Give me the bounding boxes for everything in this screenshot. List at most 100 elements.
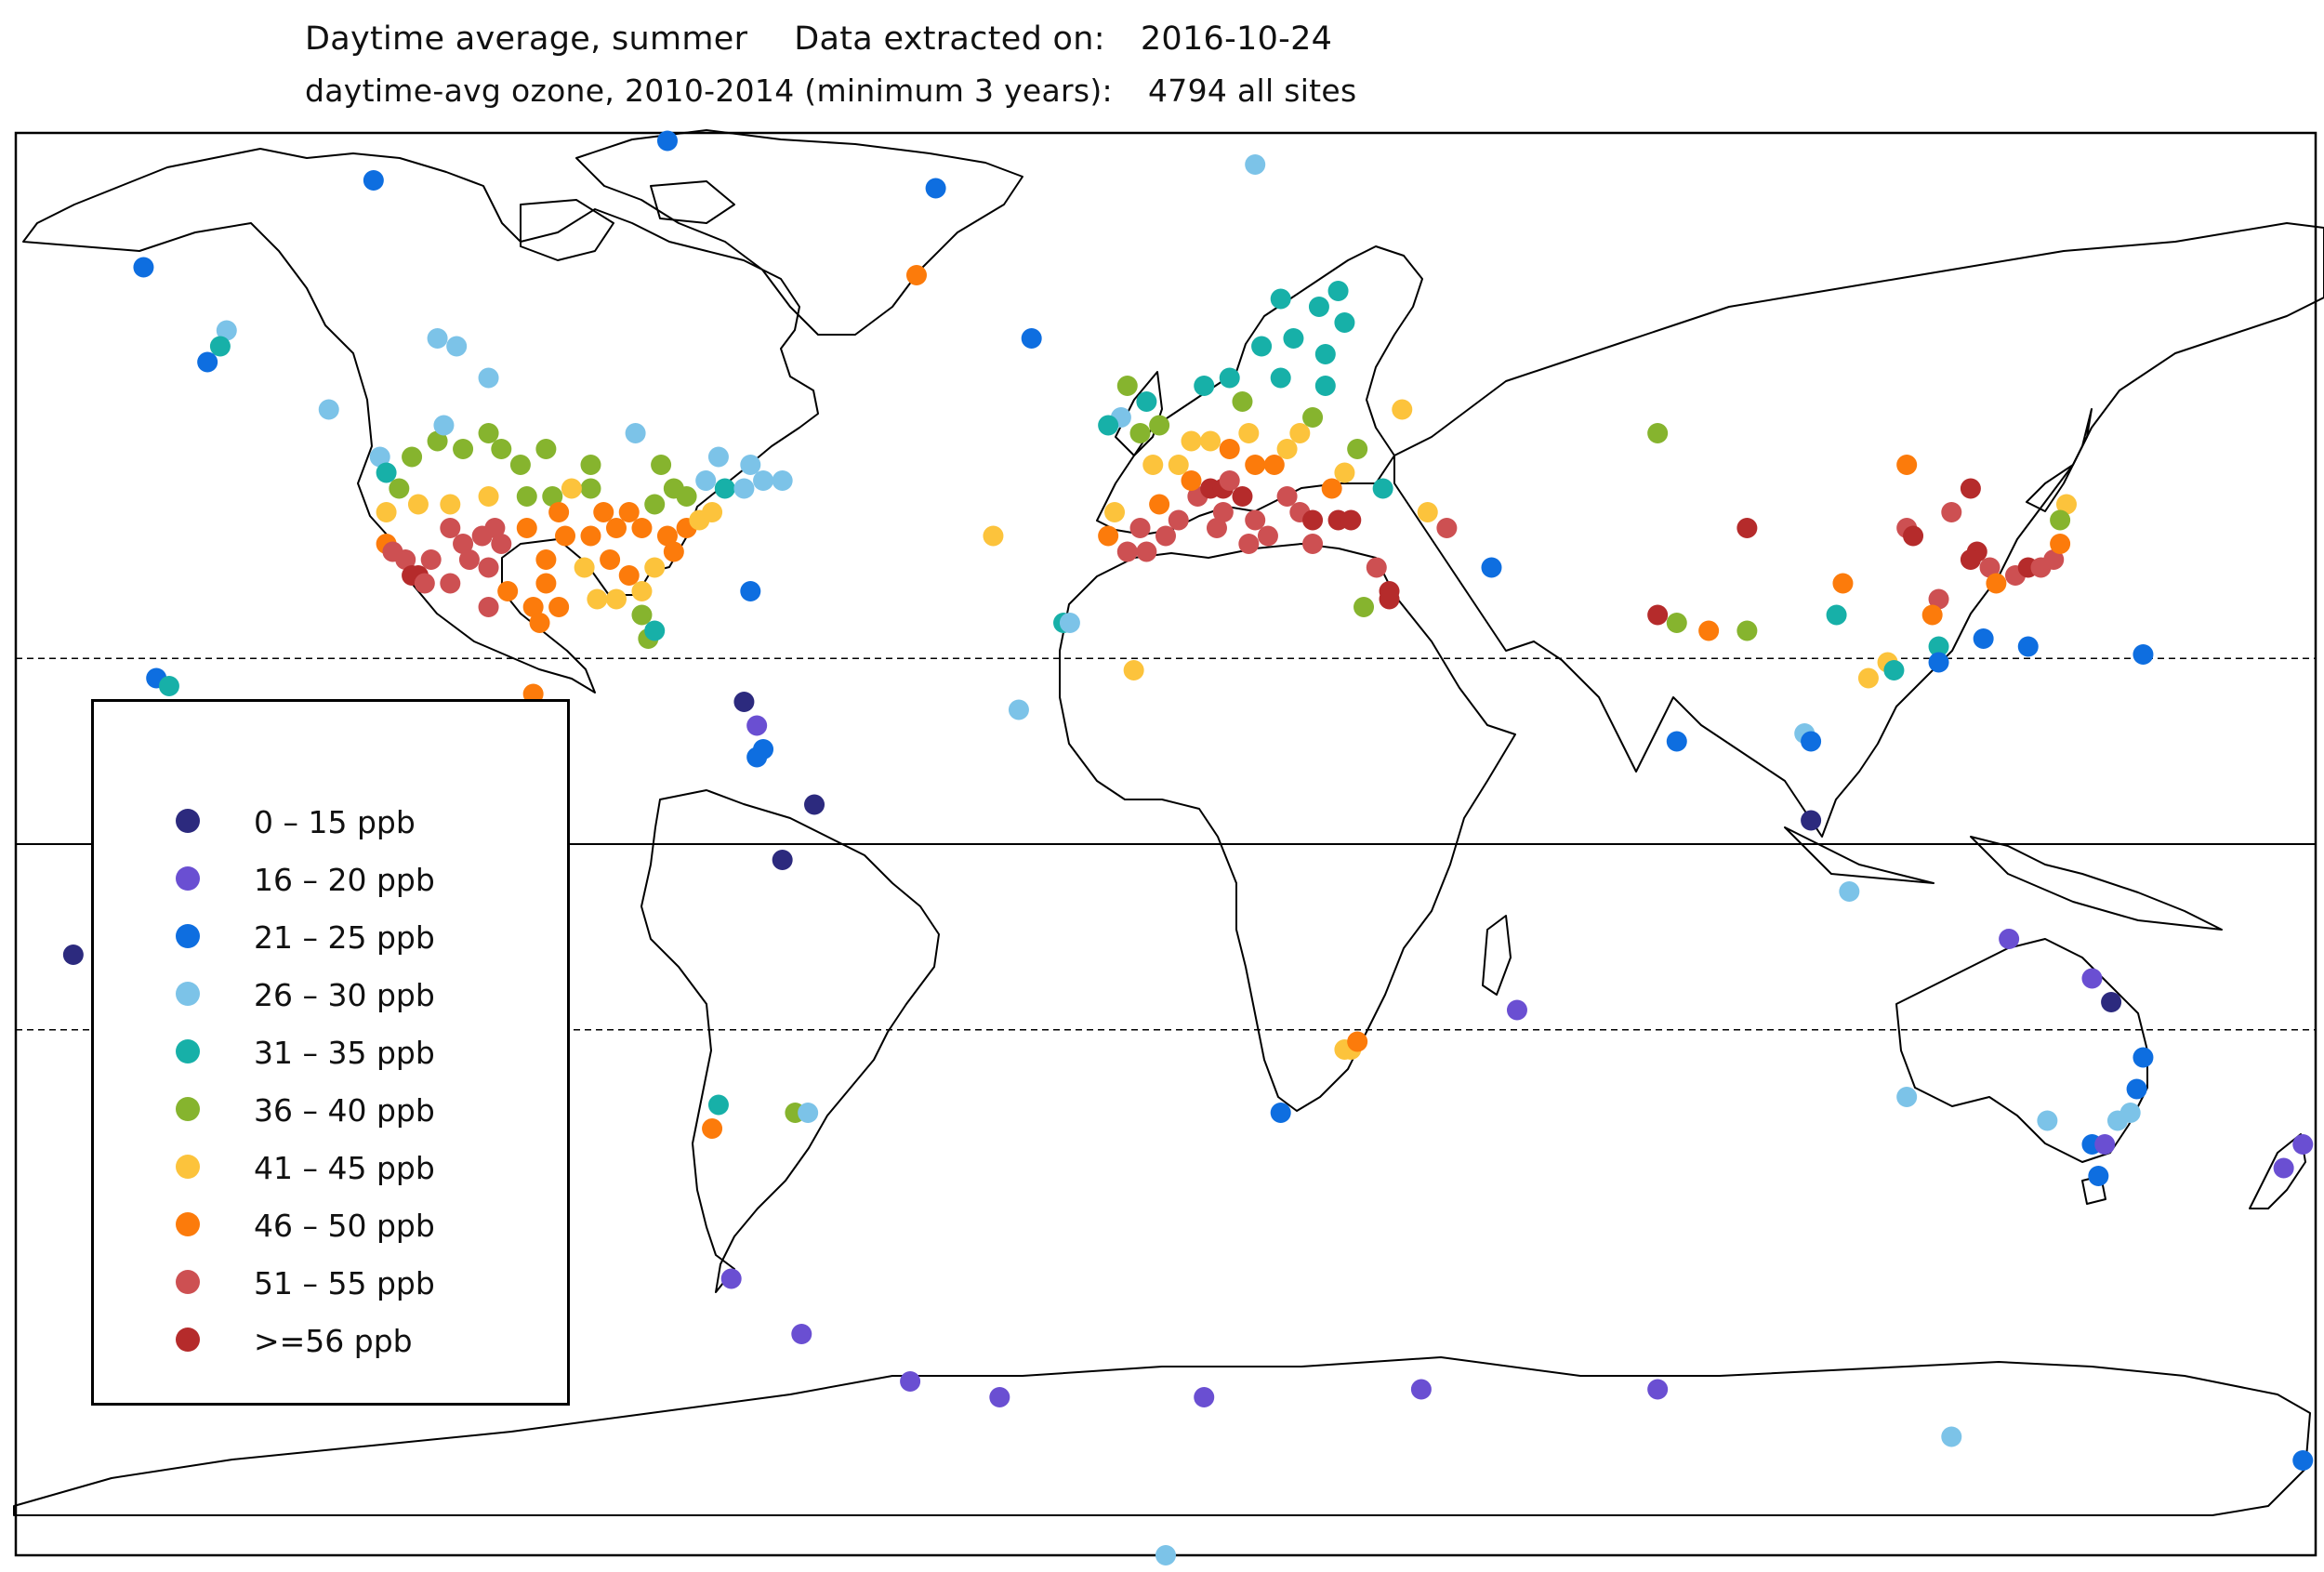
site-marker <box>1149 494 1170 515</box>
legend-swatch <box>176 809 200 833</box>
legend-label: 36 – 40 ppb <box>254 1092 435 1129</box>
site-marker <box>1314 376 1336 396</box>
legend-swatch <box>176 1039 200 1063</box>
site-marker <box>478 423 499 443</box>
legend-item: 51 – 55 ppb <box>176 1263 435 1301</box>
site-marker <box>1098 415 1119 436</box>
site-marker <box>555 525 576 547</box>
greenland-outline <box>575 129 1023 336</box>
site-marker <box>733 478 755 499</box>
site-marker <box>2037 1110 2058 1131</box>
site-marker <box>714 478 735 499</box>
site-marker <box>1206 518 1227 538</box>
legend-label: 51 – 55 ppb <box>254 1265 435 1301</box>
arctic-islands-outline <box>520 180 735 261</box>
site-marker <box>2126 1078 2147 1100</box>
site-marker <box>376 462 397 483</box>
site-marker <box>1142 455 1164 475</box>
site-marker <box>1973 628 1994 649</box>
site-marker <box>1903 525 1924 547</box>
site-marker <box>516 486 537 507</box>
site-marker <box>2094 1134 2116 1155</box>
legend-label: 46 – 50 ppb <box>254 1208 435 1244</box>
site-marker <box>1896 455 1918 475</box>
legend-item: >=56 ppb <box>176 1321 413 1359</box>
site-marker <box>1116 541 1138 562</box>
site-marker <box>905 265 927 285</box>
site-marker <box>587 588 608 610</box>
site-marker <box>1302 407 1324 428</box>
legend-label: 31 – 35 ppb <box>254 1035 435 1071</box>
site-marker <box>1116 376 1138 396</box>
site-marker <box>1245 455 1266 475</box>
site-marker <box>427 430 448 452</box>
site-marker <box>478 486 499 507</box>
site-marker <box>1347 439 1368 459</box>
site-marker <box>1283 328 1304 349</box>
legend-label: >=56 ppb <box>254 1323 413 1359</box>
site-marker <box>1379 588 1400 610</box>
site-marker <box>478 557 499 578</box>
legend-item: 31 – 35 ppb <box>176 1033 435 1071</box>
site-marker <box>746 746 768 768</box>
site-marker <box>1826 604 1847 626</box>
title-line-1: Daytime average, summer Data extracted on… <box>305 20 1332 58</box>
site-marker <box>1801 731 1822 752</box>
site-marker <box>491 534 512 554</box>
site-marker <box>2292 1450 2314 1471</box>
site-marker <box>702 502 723 522</box>
site-marker <box>1181 470 1202 491</box>
site-marker <box>2043 549 2065 570</box>
site-marker <box>197 351 218 373</box>
site-marker <box>1986 573 2007 594</box>
site-marker <box>1276 486 1298 507</box>
site-marker <box>420 549 442 570</box>
site-marker <box>529 613 550 633</box>
site-marker <box>363 170 384 191</box>
site-marker <box>804 794 825 815</box>
site-marker <box>407 494 429 515</box>
site-marker <box>1941 1426 1962 1447</box>
site-marker <box>535 573 557 594</box>
site-marker <box>433 415 455 436</box>
site-marker <box>516 518 537 538</box>
legend-swatch <box>176 982 200 1006</box>
site-marker <box>1200 430 1221 452</box>
site-marker <box>1168 509 1189 531</box>
site-marker <box>1999 929 2020 949</box>
site-marker <box>702 1118 723 1139</box>
site-marker <box>1212 502 1234 522</box>
site-marker <box>1921 604 1943 626</box>
site-marker <box>1666 613 1687 633</box>
site-marker <box>1008 699 1029 720</box>
site-marker <box>900 1371 921 1392</box>
site-marker <box>772 850 793 870</box>
site-marker <box>1436 518 1458 538</box>
site-marker <box>1276 439 1298 459</box>
site-marker <box>158 676 179 696</box>
site-marker <box>1334 312 1355 333</box>
legend-label: 0 – 15 ppb <box>254 804 416 840</box>
title-season: Daytime average, summer <box>305 20 748 58</box>
site-marker <box>2133 644 2154 665</box>
site-marker <box>1270 1103 1291 1123</box>
site-marker <box>440 494 461 515</box>
site-marker <box>1314 344 1336 364</box>
site-marker <box>1168 455 1189 475</box>
site-marker <box>1219 439 1240 459</box>
site-marker <box>1232 391 1253 412</box>
site-marker <box>656 130 678 152</box>
site-marker <box>1372 478 1393 499</box>
site-marker <box>618 565 640 586</box>
legend-label: 16 – 20 ppb <box>254 862 435 898</box>
legend-swatch <box>176 924 200 948</box>
site-marker <box>1129 423 1151 443</box>
site-marker <box>1883 660 1905 680</box>
site-marker <box>1666 731 1687 752</box>
site-marker <box>593 502 614 522</box>
site-marker <box>740 581 761 601</box>
site-marker <box>1149 415 1170 436</box>
site-marker <box>1059 613 1080 633</box>
site-marker <box>574 557 595 578</box>
